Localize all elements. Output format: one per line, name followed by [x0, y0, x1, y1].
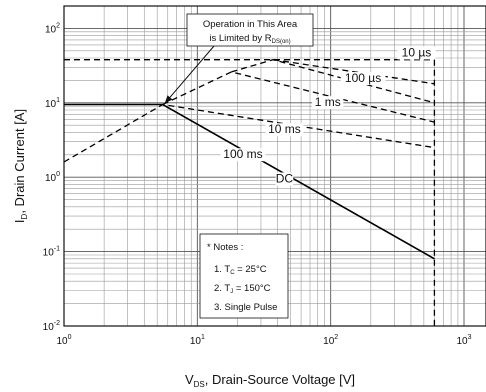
y-tick-base: 10 [43, 248, 55, 259]
curve-label: 100 µs [345, 71, 381, 85]
curve-label: 100 ms [223, 147, 262, 161]
y-tick-label: 100 [45, 171, 60, 184]
annotation-line-2-main: is Limited by R [209, 33, 271, 44]
y-tick-base: 10 [43, 322, 55, 333]
y-axis-title-rest: , Drain Current [A] [12, 109, 27, 214]
y-tick-exponent: 0 [56, 171, 60, 178]
note-2-rest: = 150°C [233, 283, 270, 294]
curve-labels: 10 µs 100 µs 1 ms 10 ms 100 ms DC [220, 45, 436, 186]
x-tick-base: 10 [190, 336, 202, 347]
curve-label-backing [340, 72, 386, 86]
annotation-arrowhead [164, 95, 173, 104]
series-group [63, 59, 436, 326]
y-tick-exponent: 2 [56, 22, 60, 29]
note-2: 2. TJ = 150°C [214, 283, 271, 295]
x-tick-labels: 100 101 102 103 [56, 334, 471, 347]
note-1-prefix: 1. T [214, 264, 230, 275]
curve-label-backing [312, 96, 344, 110]
x-tick-label: 102 [323, 334, 338, 347]
x-axis-title-rest: , Drain-Source Voltage [V] [205, 372, 355, 387]
annotation-line-1: Operation in This Area [203, 19, 298, 30]
y-tick-label: 101 [45, 97, 60, 110]
x-tick-exponent: 0 [68, 334, 72, 341]
annotation-line-2-sub: DS(on) [272, 39, 291, 45]
curve-label: 10 µs [402, 45, 432, 59]
y-tick-base: 10 [45, 24, 57, 35]
x-axis-title-main: V [185, 372, 194, 387]
note-2-prefix: 2. T [214, 283, 230, 294]
curve-label: 1 ms [315, 95, 341, 109]
x-tick-label: 100 [56, 334, 71, 347]
note-1-rest: = 25°C [235, 264, 267, 275]
curve-label-backing [397, 46, 436, 60]
annotation-box [186, 13, 314, 47]
note-2-sub: J [230, 289, 233, 295]
curve-label-backing [220, 148, 266, 162]
notes-frame [199, 233, 289, 319]
notes-box: * Notes : 1. TC = 25°C 2. TJ = 150°C 3. … [199, 233, 289, 319]
curve-label: 10 ms [268, 122, 301, 136]
x-tick-exponent: 1 [201, 334, 205, 341]
x-tick-label: 103 [456, 334, 471, 347]
y-tick-base: 10 [45, 173, 57, 184]
curve-label: DC [276, 171, 294, 185]
y-tick-label: 10-2 [43, 320, 60, 333]
x-tick-base: 10 [323, 336, 335, 347]
series-100-s [273, 59, 435, 85]
annotation-arrow [164, 45, 215, 104]
note-1: 1. TC = 25°C [214, 264, 267, 276]
note-1-sub: C [230, 270, 235, 276]
y-tick-label: 102 [45, 22, 60, 35]
y-tick-exponent: -2 [54, 320, 60, 327]
y-axis-title-main: I [12, 219, 27, 223]
plot-frame [63, 5, 486, 327]
x-axis-title: VDS, Drain-Source Voltage [V] [185, 372, 355, 389]
x-tick-base: 10 [56, 336, 68, 347]
curve-label-backing [275, 172, 294, 186]
annotation-line-2: is Limited by RDS(on) [209, 33, 290, 45]
x-tick-label: 101 [190, 334, 205, 347]
y-tick-exponent: -1 [54, 246, 60, 253]
y-axis-title: ID, Drain Current [A] [12, 109, 29, 223]
y-axis-title-sub: D [20, 213, 29, 219]
curve-label-backing [265, 123, 304, 137]
note-3: 3. Single Pulse [214, 302, 277, 313]
y-tick-label: 10-1 [43, 246, 60, 259]
rdson-annotation: Operation in This Area is Limited by RDS… [164, 13, 314, 104]
y-tick-exponent: 1 [56, 97, 60, 104]
x-axis-title-sub: DS [194, 380, 205, 389]
y-tick-base: 10 [45, 99, 57, 110]
x-tick-base: 10 [456, 336, 468, 347]
notes-title: * Notes : [207, 242, 243, 253]
series-10-ms [162, 71, 435, 123]
x-tick-exponent: 3 [468, 334, 472, 341]
x-tick-exponent: 2 [334, 334, 338, 341]
